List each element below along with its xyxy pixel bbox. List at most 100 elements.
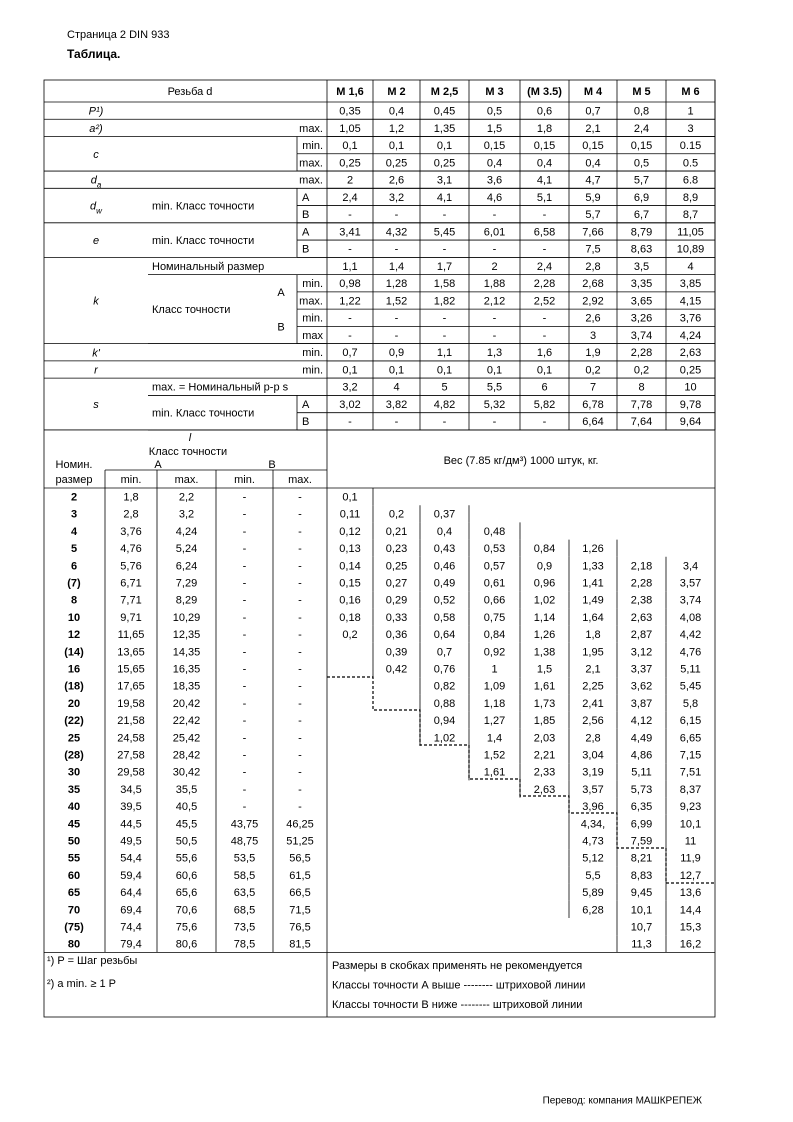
nominal-size: 65 bbox=[68, 887, 80, 899]
length-value: 25,42 bbox=[173, 732, 201, 744]
cell-value: 4,82 bbox=[434, 399, 455, 411]
weight-value: 7,15 bbox=[680, 750, 701, 762]
weight-value: 0,2 bbox=[342, 629, 357, 641]
weight-value: 1,38 bbox=[534, 646, 555, 658]
weight-value: 0,76 bbox=[434, 664, 455, 676]
length-symbol: l bbox=[189, 432, 192, 444]
length-value: 58,5 bbox=[234, 870, 255, 882]
cell-value: - bbox=[443, 416, 447, 428]
cell-value: 0,5 bbox=[634, 157, 649, 169]
symbol-text: d bbox=[90, 200, 97, 212]
symbol-text: a²) bbox=[89, 123, 103, 135]
weight-value: 9,45 bbox=[631, 887, 652, 899]
cell-value: 2,63 bbox=[680, 347, 701, 359]
cell-value: 0.5 bbox=[683, 157, 698, 169]
weight-value: 0,48 bbox=[484, 526, 505, 538]
weight-value: 2,87 bbox=[631, 629, 652, 641]
cell-value: - bbox=[395, 313, 399, 325]
weight-value: 0,13 bbox=[339, 543, 360, 555]
weight-value: 7,59 bbox=[631, 836, 652, 848]
nominal-size: 25 bbox=[68, 732, 80, 744]
weight-value: 0,88 bbox=[434, 698, 455, 710]
cell-value: 2 bbox=[491, 261, 497, 273]
length-value: - bbox=[298, 509, 302, 521]
limit: max. bbox=[299, 123, 323, 135]
cell-value: 3,65 bbox=[631, 295, 652, 307]
nominal-size: 45 bbox=[68, 818, 80, 830]
nominal-size: 55 bbox=[68, 853, 80, 865]
weight-value: 0,94 bbox=[434, 715, 455, 727]
nominal-size: 60 bbox=[68, 870, 80, 882]
cell-value: - bbox=[543, 330, 547, 342]
length-value: 30,42 bbox=[173, 767, 201, 779]
weight-value: 1,61 bbox=[484, 767, 505, 779]
cell-value: 11,05 bbox=[677, 226, 704, 238]
weight-value: 1,18 bbox=[484, 698, 505, 710]
length-value: - bbox=[298, 543, 302, 555]
cell-value: 0,1 bbox=[537, 364, 552, 376]
limit: max. bbox=[299, 295, 323, 307]
length-value: 13,65 bbox=[117, 646, 145, 658]
weight-value: 2,63 bbox=[534, 784, 555, 796]
cell-value: - bbox=[395, 244, 399, 256]
cell-value: 3,02 bbox=[339, 399, 360, 411]
description: min. Класс точности bbox=[152, 408, 254, 420]
cell-value: 1,9 bbox=[585, 347, 600, 359]
cell-value: 0,25 bbox=[386, 157, 407, 169]
remark: Классы точности А выше -------- штрихово… bbox=[332, 979, 585, 991]
cell-value: 0.15 bbox=[680, 140, 701, 152]
length-value: 4,24 bbox=[176, 526, 197, 538]
weight-value: 1,8 bbox=[585, 629, 600, 641]
nominal-size: 4 bbox=[71, 526, 78, 538]
length-value: 73,5 bbox=[234, 922, 255, 934]
cell-value: 3,76 bbox=[680, 313, 701, 325]
weight-value: 3,37 bbox=[631, 664, 652, 676]
nominal-size: 50 bbox=[68, 836, 80, 848]
cell-value: 2,28 bbox=[631, 347, 652, 359]
nominal-size: 2 bbox=[71, 492, 77, 504]
weight-value: 1,27 bbox=[484, 715, 505, 727]
size-header: M 3 bbox=[485, 86, 503, 98]
cell-value: 5,45 bbox=[434, 226, 455, 238]
weight-value: 2,56 bbox=[582, 715, 603, 727]
weight-value: 1,49 bbox=[582, 595, 603, 607]
length-value: 6,24 bbox=[176, 560, 197, 572]
weight-value: 4,76 bbox=[680, 646, 701, 658]
cell-value: 7,64 bbox=[631, 416, 652, 428]
cell-value: 3,85 bbox=[680, 278, 701, 290]
weight-value: 0,27 bbox=[386, 578, 407, 590]
cell-value: 0,98 bbox=[339, 278, 360, 290]
limit-header: max. bbox=[175, 474, 199, 486]
weight-value: 8,21 bbox=[631, 853, 652, 865]
page-title: Таблица. bbox=[67, 47, 120, 61]
length-value: 2,8 bbox=[123, 509, 138, 521]
weight-value: 5,89 bbox=[582, 887, 603, 899]
nominal-size: 3 bbox=[71, 509, 77, 521]
cell-value: 4,32 bbox=[386, 226, 407, 238]
length-value: - bbox=[298, 664, 302, 676]
weight-value: 6,35 bbox=[631, 801, 652, 813]
length-value: - bbox=[298, 560, 302, 572]
weight-value: 3,04 bbox=[582, 750, 603, 762]
length-value: 12,35 bbox=[173, 629, 201, 641]
cell-value: 4,6 bbox=[487, 192, 502, 204]
cell-value: 0,9 bbox=[389, 347, 404, 359]
cell-value: 2,6 bbox=[389, 175, 404, 187]
length-value: 54,4 bbox=[120, 853, 141, 865]
weight-value: 0,43 bbox=[434, 543, 455, 555]
cell-value: 2,8 bbox=[585, 261, 600, 273]
length-value: - bbox=[298, 784, 302, 796]
length-value: - bbox=[298, 767, 302, 779]
weight-value: 4,49 bbox=[631, 732, 652, 744]
cell-value: 2 bbox=[347, 175, 353, 187]
length-value: 39,5 bbox=[120, 801, 141, 813]
weight-value: 0,75 bbox=[484, 612, 505, 624]
cell-value: 6,64 bbox=[582, 416, 603, 428]
cell-value: 3,35 bbox=[631, 278, 652, 290]
weight-value: 0,16 bbox=[339, 595, 360, 607]
length-value: - bbox=[243, 492, 247, 504]
weight-value: 14,4 bbox=[680, 904, 701, 916]
length-value: 21,58 bbox=[117, 715, 145, 727]
weight-value: 4,34, bbox=[581, 818, 605, 830]
weight-value: 3,12 bbox=[631, 646, 652, 658]
